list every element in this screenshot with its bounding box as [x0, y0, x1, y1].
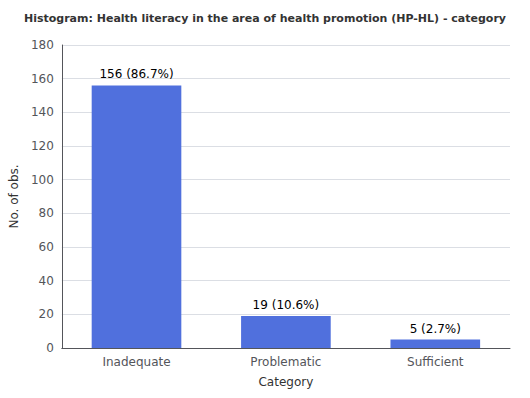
svg-text:80: 80 [39, 206, 54, 220]
svg-text:156 (86.7%): 156 (86.7%) [99, 67, 173, 81]
svg-text:Inadequate: Inadequate [102, 355, 170, 369]
svg-text:40: 40 [39, 274, 54, 288]
svg-text:140: 140 [31, 105, 54, 119]
svg-text:19 (10.6%): 19 (10.6%) [253, 298, 320, 312]
svg-text:0: 0 [46, 341, 54, 355]
svg-text:5 (2.7%): 5 (2.7%) [410, 322, 461, 336]
svg-text:180: 180 [31, 38, 54, 52]
svg-text:60: 60 [39, 240, 54, 254]
svg-text:No. of obs.: No. of obs. [7, 164, 21, 228]
svg-text:Sufficient: Sufficient [407, 355, 464, 369]
svg-text:Problematic: Problematic [250, 355, 321, 369]
svg-text:160: 160 [31, 72, 54, 86]
svg-text:20: 20 [39, 307, 54, 321]
svg-text:Category: Category [258, 375, 313, 389]
svg-text:100: 100 [31, 173, 54, 187]
svg-text:120: 120 [31, 139, 54, 153]
svg-text:Histogram: Health literacy in: Histogram: Health literacy in the area o… [24, 12, 506, 25]
